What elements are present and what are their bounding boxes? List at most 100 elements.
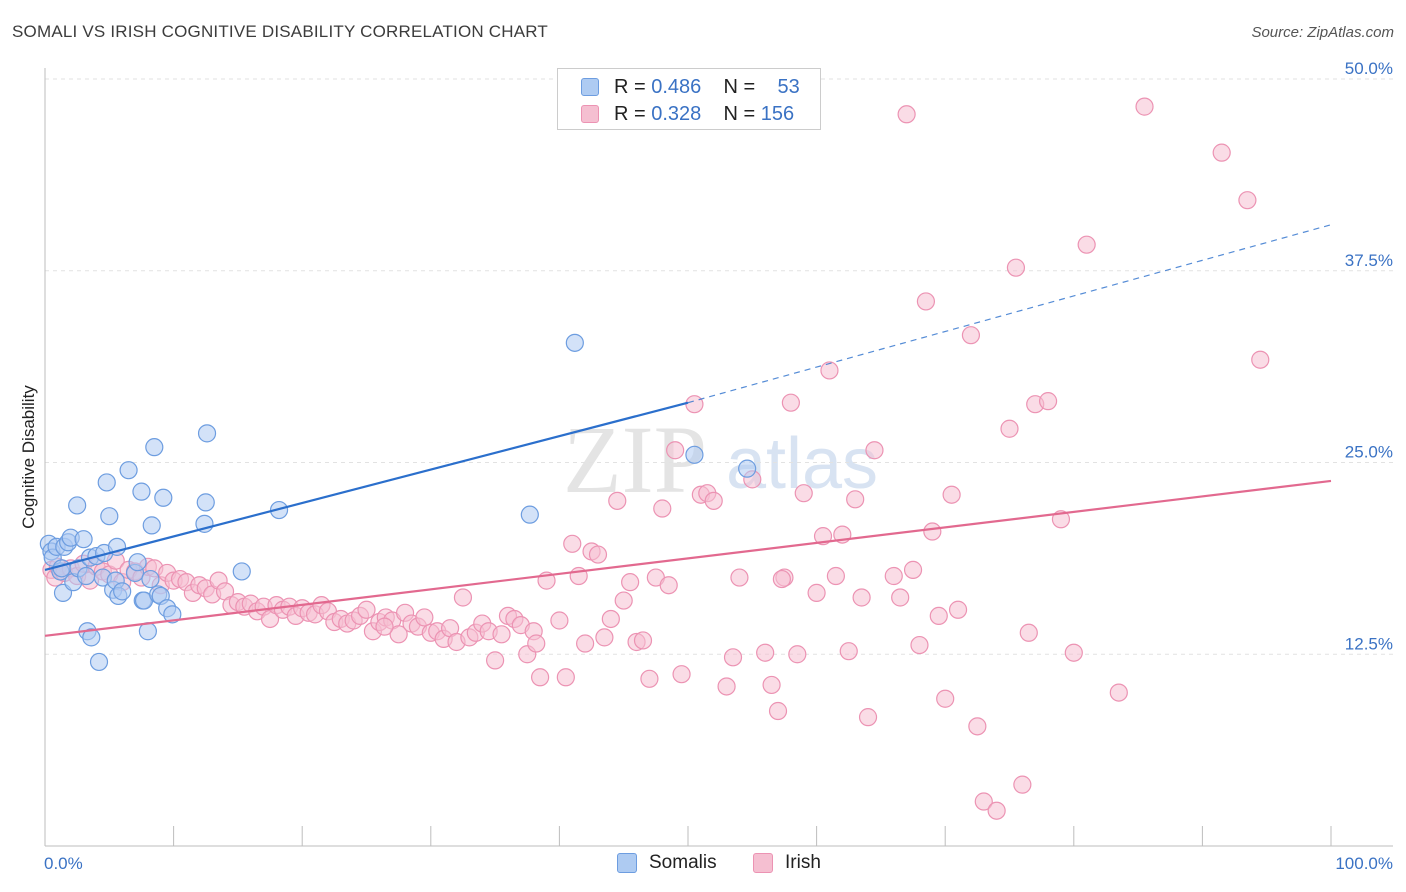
irish-point xyxy=(614,591,633,610)
somali-point xyxy=(119,461,138,480)
legend-r-value: 0.328 xyxy=(651,102,702,125)
axes xyxy=(44,68,1393,847)
somali-point xyxy=(132,482,151,501)
irish-point xyxy=(839,642,858,661)
irish-point xyxy=(730,568,749,587)
irish-point xyxy=(601,609,620,629)
irish-point xyxy=(826,566,845,586)
somali-trend-extension xyxy=(687,224,1332,404)
somali-point xyxy=(68,496,87,515)
irish-point xyxy=(595,628,614,647)
trend-lines xyxy=(44,224,1332,637)
somali-point xyxy=(52,559,71,578)
irish-point xyxy=(1109,683,1128,702)
irish-point xyxy=(492,625,511,644)
irish-point xyxy=(968,717,987,736)
somali-point xyxy=(197,424,217,443)
somali-point xyxy=(89,652,109,672)
irish-point xyxy=(550,611,569,630)
somali-trend-line xyxy=(44,401,689,571)
irish-point xyxy=(846,490,865,509)
irish-point xyxy=(1013,775,1032,794)
irish-point xyxy=(588,545,608,564)
irish-swatch xyxy=(581,105,599,123)
y-tick-label: 37.5% xyxy=(1345,251,1393,270)
irish-point xyxy=(884,566,903,586)
irish-point xyxy=(1006,258,1026,277)
irish-point xyxy=(531,668,550,687)
irish-point xyxy=(633,631,653,650)
irish-point xyxy=(723,648,743,667)
irish-legend-swatch xyxy=(753,853,773,873)
somali-point xyxy=(82,628,101,647)
irish-point xyxy=(453,588,473,607)
x-tick-label: 0.0% xyxy=(44,854,83,873)
somali-point xyxy=(74,530,93,549)
irish-point xyxy=(1000,419,1019,438)
irish-point xyxy=(608,491,627,510)
irish-point xyxy=(813,527,833,546)
legend-item-somalis[interactable]: Somalis xyxy=(617,852,717,874)
irish-point xyxy=(556,668,575,687)
irish-point xyxy=(807,583,826,602)
irish-point xyxy=(942,485,961,504)
somali-point xyxy=(565,333,584,352)
source-label: Source: ZipAtlas.com xyxy=(1251,24,1394,41)
irish-point xyxy=(762,675,781,695)
watermark-zip: ZIP xyxy=(563,406,707,513)
irish-trend-line xyxy=(44,479,1332,637)
somali-point xyxy=(128,553,147,572)
legend-r-value: 0.486 xyxy=(651,75,702,98)
somali-point xyxy=(138,622,157,641)
somali-point xyxy=(100,507,119,526)
irish-point xyxy=(794,484,813,503)
somali-point xyxy=(738,459,757,478)
legend-label-irish: Irish xyxy=(785,852,821,873)
irish-point xyxy=(936,689,955,708)
somali-point xyxy=(77,566,96,586)
irish-point xyxy=(375,617,394,636)
somali-point xyxy=(142,516,161,535)
irish-point xyxy=(1212,143,1231,162)
somali-point xyxy=(520,505,539,524)
irish-point xyxy=(717,677,736,696)
somali-point xyxy=(113,582,132,601)
somali-point xyxy=(97,473,116,492)
chart-title: SOMALI VS IRISH COGNITIVE DISABILITY COR… xyxy=(12,22,549,41)
irish-point xyxy=(788,645,807,664)
irish-point xyxy=(1077,235,1096,254)
irish-point xyxy=(659,576,678,595)
irish-point xyxy=(987,801,1006,820)
somali-point xyxy=(196,493,215,512)
irish-points xyxy=(42,97,1270,820)
irish-point xyxy=(1038,392,1058,411)
irish-point xyxy=(756,643,775,662)
irish-point xyxy=(357,600,376,619)
y-tick-label: 25.0% xyxy=(1345,443,1393,462)
irish-point xyxy=(1135,97,1154,116)
legend-item-irish[interactable]: Irish xyxy=(753,852,821,874)
irish-point xyxy=(666,441,685,460)
y-tick-label: 50.0% xyxy=(1345,59,1393,78)
irish-point xyxy=(974,792,993,811)
irish-point xyxy=(527,634,546,653)
irish-point xyxy=(621,573,640,592)
y-tick-label: 12.5% xyxy=(1345,634,1393,653)
somali-point xyxy=(685,445,704,464)
irish-point xyxy=(948,600,968,619)
legend-r-label: R = xyxy=(614,102,646,125)
somali-point xyxy=(232,562,251,581)
irish-point xyxy=(1019,623,1038,642)
somali-point xyxy=(154,488,173,507)
irish-point xyxy=(781,393,800,412)
irish-point xyxy=(640,669,659,688)
irish-point xyxy=(486,651,505,670)
irish-point xyxy=(865,441,884,460)
legend-label-somalis: Somalis xyxy=(649,852,717,873)
irish-point xyxy=(1251,350,1270,369)
irish-point xyxy=(1238,191,1257,210)
x-tick-label: 100.0% xyxy=(1335,854,1393,873)
irish-point xyxy=(576,634,595,653)
irish-point xyxy=(961,326,981,345)
